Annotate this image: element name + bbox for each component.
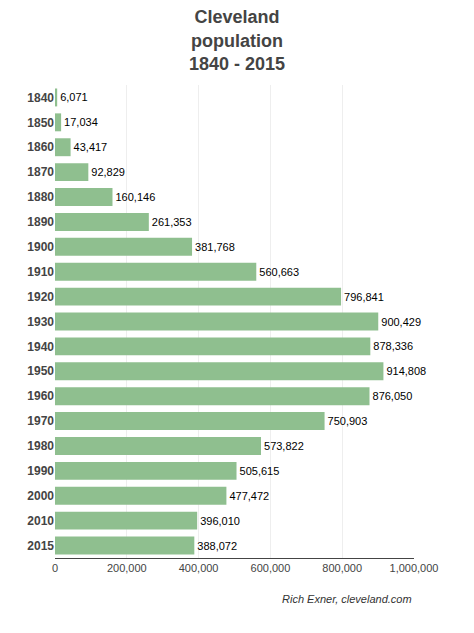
svg-text:1910: 1910 bbox=[27, 265, 54, 279]
svg-text:477,472: 477,472 bbox=[229, 490, 269, 502]
svg-text:796,841: 796,841 bbox=[344, 291, 384, 303]
svg-text:396,010: 396,010 bbox=[200, 515, 240, 527]
svg-text:560,663: 560,663 bbox=[259, 266, 299, 278]
svg-text:2000: 2000 bbox=[27, 489, 54, 503]
svg-text:573,822: 573,822 bbox=[264, 440, 304, 452]
svg-text:914,808: 914,808 bbox=[386, 365, 426, 377]
svg-text:2015: 2015 bbox=[27, 539, 54, 553]
svg-text:261,353: 261,353 bbox=[152, 216, 192, 228]
svg-text:505,615: 505,615 bbox=[240, 465, 280, 477]
svg-text:Rich Exner, cleveland.com: Rich Exner, cleveland.com bbox=[282, 593, 412, 605]
svg-text:1940: 1940 bbox=[27, 340, 54, 354]
svg-text:900,429: 900,429 bbox=[381, 316, 421, 328]
svg-text:2010: 2010 bbox=[27, 514, 54, 528]
svg-text:800,000: 800,000 bbox=[322, 562, 362, 574]
svg-text:1890: 1890 bbox=[27, 215, 54, 229]
svg-text:200,000: 200,000 bbox=[107, 562, 147, 574]
svg-text:1880: 1880 bbox=[27, 190, 54, 204]
svg-text:876,050: 876,050 bbox=[373, 390, 413, 402]
svg-text:1960: 1960 bbox=[27, 389, 54, 403]
svg-text:1900: 1900 bbox=[27, 240, 54, 254]
svg-text:381,768: 381,768 bbox=[195, 241, 235, 253]
svg-text:1920: 1920 bbox=[27, 290, 54, 304]
svg-text:1860: 1860 bbox=[27, 140, 54, 154]
svg-text:388,072: 388,072 bbox=[197, 540, 237, 552]
svg-text:1850: 1850 bbox=[27, 116, 54, 130]
svg-text:0: 0 bbox=[52, 562, 58, 574]
svg-text:1930: 1930 bbox=[27, 315, 54, 329]
svg-text:1,000,000: 1,000,000 bbox=[390, 562, 439, 574]
svg-text:1970: 1970 bbox=[27, 414, 54, 428]
svg-text:160,146: 160,146 bbox=[115, 191, 155, 203]
svg-text:Clevelandpopulation1840 - 2015: Clevelandpopulation1840 - 2015 bbox=[189, 7, 285, 74]
svg-text:1990: 1990 bbox=[27, 464, 54, 478]
svg-text:1980: 1980 bbox=[27, 439, 54, 453]
svg-text:400,000: 400,000 bbox=[179, 562, 219, 574]
svg-text:750,903: 750,903 bbox=[328, 415, 368, 427]
svg-text:6,071: 6,071 bbox=[60, 91, 88, 103]
svg-text:17,034: 17,034 bbox=[64, 116, 98, 128]
svg-text:1950: 1950 bbox=[27, 364, 54, 378]
svg-text:43,417: 43,417 bbox=[74, 141, 108, 153]
svg-text:1840: 1840 bbox=[27, 91, 54, 105]
svg-text:92,829: 92,829 bbox=[91, 166, 125, 178]
svg-text:600,000: 600,000 bbox=[251, 562, 291, 574]
svg-text:1870: 1870 bbox=[27, 165, 54, 179]
svg-text:878,336: 878,336 bbox=[373, 340, 413, 352]
